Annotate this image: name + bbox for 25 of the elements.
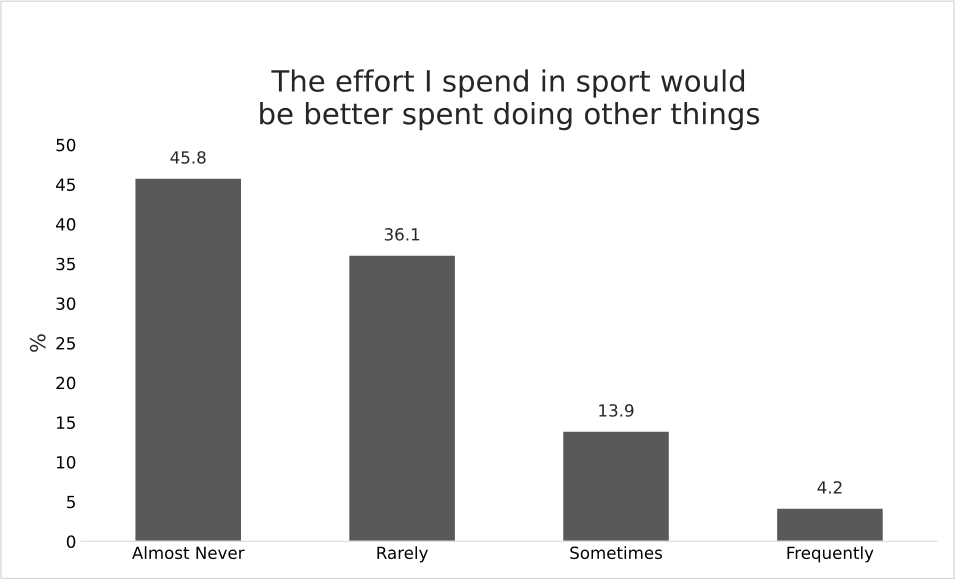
bar — [776, 507, 884, 542]
y-tick-label: 5 — [67, 496, 75, 508]
y-tick-label: 40 — [56, 218, 76, 231]
y-tick-label: 20 — [56, 376, 76, 390]
chart-title: The effort I spend in sport would be better spent doing other things — [260, 69, 760, 130]
x-tick-label: Frequently — [788, 546, 874, 562]
bar — [562, 430, 670, 542]
data-label: 4.2 — [817, 481, 842, 494]
y-tick-label: 30 — [56, 297, 76, 310]
data-label: 45.8 — [170, 151, 206, 164]
bar — [348, 254, 456, 542]
data-label: 13.9 — [599, 404, 634, 417]
y-tick-label: 25 — [56, 337, 75, 350]
y-tick-label: 45 — [56, 178, 75, 191]
data-label: 36.1 — [384, 228, 420, 241]
y-tick-label: 15 — [57, 416, 75, 429]
bar — [134, 177, 242, 542]
x-tick-label: Rarely — [377, 546, 428, 562]
y-tick-label: 35 — [56, 258, 75, 270]
y-axis-title: % — [30, 334, 46, 352]
x-tick-label: Almost Never — [132, 546, 245, 560]
y-tick-label: 50 — [56, 138, 76, 152]
y-tick-label: 10 — [57, 456, 76, 469]
y-tick-label: 0 — [66, 535, 76, 548]
x-tick-label: Sometimes — [570, 546, 662, 560]
